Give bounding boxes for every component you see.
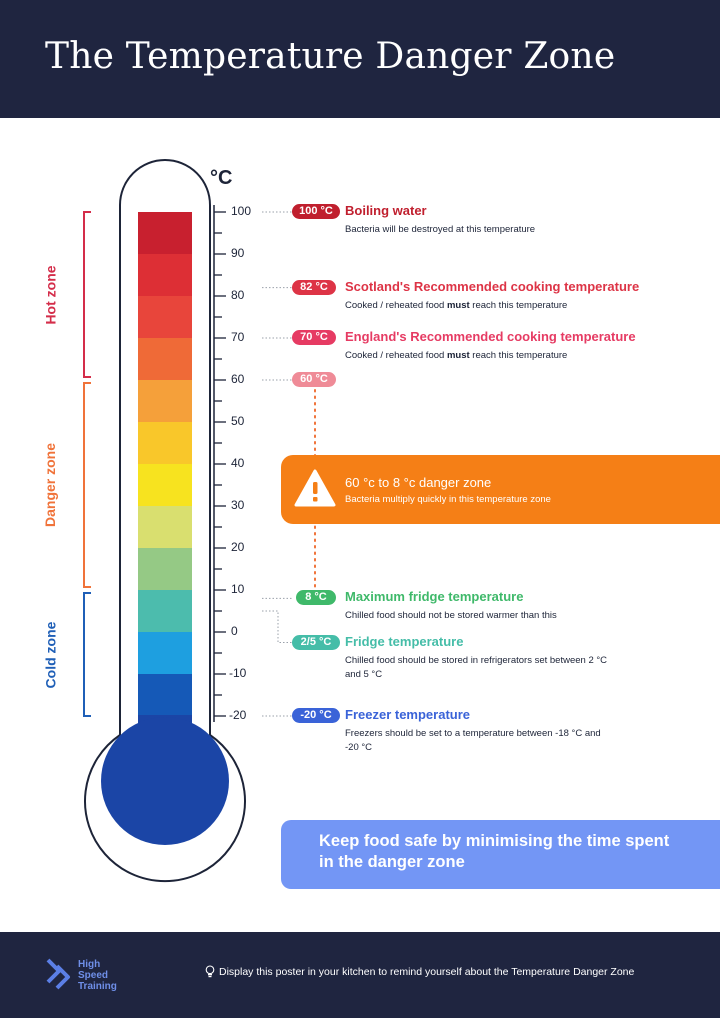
row-description: Cooked / reheated food must reach this t… <box>345 349 645 363</box>
row-description-text: Bacteria will be destroyed at this tempe… <box>345 224 536 235</box>
temperature-badge: 70 °C <box>292 330 336 345</box>
thermometer-segment <box>138 464 192 507</box>
row-description: Bacteria will be destroyed at this tempe… <box>345 223 645 237</box>
tick-label: 70 <box>231 330 245 344</box>
thermometer-bulb <box>101 717 229 845</box>
tick-label: 90 <box>231 246 245 260</box>
temperature-badge: 82 °C <box>292 279 336 295</box>
zone-bracket <box>83 211 91 378</box>
footer-note: Display this poster in your kitchen to r… <box>219 966 635 978</box>
temperature-badge: 8 °C <box>296 590 336 606</box>
row-description-text: Chilled food should not be stored warmer… <box>345 610 557 622</box>
thermometer-segment <box>138 674 192 717</box>
row-title: Fridge temperature <box>345 633 464 649</box>
row-title: England's Recommended cooking temperatur… <box>345 329 636 344</box>
row-description: Freezers should be set to a temperature … <box>345 727 610 755</box>
thermometer-graphic <box>83 159 316 883</box>
footer: High Speed Training Display this poster … <box>0 932 720 1018</box>
zone-bracket <box>83 382 91 588</box>
row-description: Cooked / reheated food must reach this t… <box>345 299 645 313</box>
row-description-text: Freezers should be set to a temperature … <box>345 728 601 753</box>
row-description-emphasis: must <box>446 299 470 311</box>
thermometer-segment <box>138 548 192 591</box>
tick-label: 50 <box>231 414 245 428</box>
unit-label: °C <box>210 167 233 189</box>
tip-text: Keep food safe by minimising the time sp… <box>319 832 670 871</box>
temperature-badge: -20 °C <box>292 708 340 723</box>
lightbulb-icon <box>205 965 215 978</box>
tick-label: 40 <box>231 456 245 470</box>
tick-label: -20 <box>229 708 247 722</box>
thermometer-segment <box>138 338 192 381</box>
danger-zone-description: Bacteria multiply quickly in this temper… <box>345 494 551 505</box>
thermometer-segment <box>138 422 192 465</box>
zone-label: Cold zone <box>41 621 58 688</box>
thermometer-segment <box>138 632 192 675</box>
row-title: Maximum fridge temperature <box>345 589 524 605</box>
tick-label: 10 <box>231 582 245 596</box>
tip-box: Keep food safe by minimising the time sp… <box>281 820 720 889</box>
row-description-text: Cooked / reheated food <box>345 350 447 361</box>
row-description: Chilled food should be stored in refrige… <box>345 654 610 682</box>
row-title: Freezer temperature <box>345 707 470 722</box>
logo-line-2: Speed <box>78 970 109 981</box>
row-title: Scotland's Recommended cooking temperatu… <box>345 278 640 294</box>
temperature-badge: 100 °C <box>292 204 340 219</box>
temperature-badge: 2/5 °C <box>292 634 340 650</box>
zone-bracket <box>83 592 91 717</box>
tick-label: 80 <box>231 288 245 302</box>
page-title: The Temperature Danger Zone <box>45 36 616 77</box>
logo-line-3: Training <box>78 981 117 992</box>
thermometer-segment <box>138 506 192 549</box>
tick-label: -10 <box>229 666 247 680</box>
thermometer-segment <box>138 590 192 633</box>
high-speed-training-logo <box>46 958 70 990</box>
fridge-range-leader <box>262 610 292 643</box>
thermometer-segment <box>138 212 192 255</box>
tick-label: 0 <box>231 624 238 638</box>
row-description-text: Chilled food should be stored in refrige… <box>345 654 608 680</box>
thermometer-segment <box>138 296 192 339</box>
temperature-badge: 60 °C <box>292 372 336 387</box>
tick-label: 30 <box>231 498 245 512</box>
row-description-text: Cooked / reheated food <box>345 299 447 311</box>
tick-label: 100 <box>231 204 252 218</box>
row-description-text: reach this temperature <box>469 350 568 361</box>
header-banner: The Temperature Danger Zone <box>0 0 720 118</box>
zone-label: Danger zone <box>42 442 59 528</box>
row-description-emphasis: must <box>446 350 470 361</box>
row-description-text: reach this temperature <box>469 299 568 311</box>
thermometer-segment <box>138 380 192 423</box>
logo-text: High Speed Training <box>78 959 117 992</box>
zone-label: Hot zone <box>42 264 59 325</box>
danger-zone-title: 60 °c to 8 °c danger zone <box>345 475 492 490</box>
danger-zone-callout: 60 °c to 8 °c danger zone Bacteria multi… <box>281 455 720 524</box>
thermometer-segment <box>138 254 192 297</box>
warning-icon <box>294 469 336 507</box>
row-description: Chilled food should not be stored warmer… <box>345 609 645 623</box>
row-title: Boiling water <box>345 203 427 218</box>
tick-label: 60 <box>231 372 245 386</box>
footer-note-wrap: Display this poster in your kitchen to r… <box>205 965 635 978</box>
logo-line-1: High <box>78 959 101 970</box>
tick-label: 20 <box>231 540 245 554</box>
